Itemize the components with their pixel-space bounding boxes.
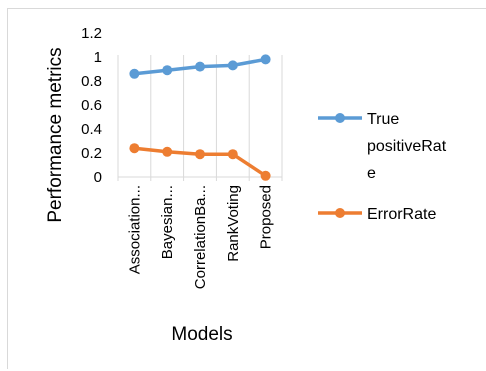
chart-frame-left-border bbox=[7, 8, 8, 369]
x-axis-title: Models bbox=[171, 324, 232, 345]
data-point bbox=[162, 146, 173, 157]
chart-frame-top-border bbox=[7, 8, 486, 9]
x-tick-label: CorrelationBa... bbox=[192, 185, 209, 289]
legend-label: True bbox=[367, 111, 399, 128]
legend-label: positiveRat bbox=[367, 138, 447, 155]
legend-item[interactable]: ErrorRate bbox=[318, 206, 436, 223]
y-tick-label: 0.6 bbox=[81, 97, 102, 114]
vertical-gridlines bbox=[117, 55, 283, 181]
data-point bbox=[260, 54, 271, 65]
series-layer bbox=[129, 54, 271, 181]
series-1 bbox=[129, 54, 271, 79]
data-point bbox=[227, 60, 238, 71]
x-tick-label: Association... bbox=[126, 185, 143, 274]
x-tick-label: RankVoting bbox=[225, 185, 242, 262]
x-axis-tick-labels: Association... Bayesian... CorrelationBa..… bbox=[126, 185, 274, 289]
data-point bbox=[162, 65, 173, 76]
legend-label: e bbox=[367, 165, 376, 182]
legend[interactable]: True positiveRat e ErrorRate bbox=[318, 111, 447, 223]
y-axis-tick-labels: 0 0.2 0.4 0.6 0.8 1 1.2 bbox=[81, 25, 102, 186]
legend-item[interactable]: True positiveRat e bbox=[318, 111, 447, 182]
y-tick-label: 0.2 bbox=[81, 145, 102, 162]
data-point bbox=[129, 68, 140, 79]
y-tick-label: 0.8 bbox=[81, 73, 102, 90]
legend-marker bbox=[335, 208, 345, 218]
y-axis-title: Performance metrics bbox=[45, 47, 66, 222]
y-tick-label: 0.4 bbox=[81, 121, 102, 138]
data-point bbox=[129, 143, 140, 154]
series-2 bbox=[129, 143, 271, 181]
data-point bbox=[195, 61, 205, 72]
legend-marker bbox=[335, 113, 345, 123]
legend-label: ErrorRate bbox=[367, 206, 436, 223]
y-tick-label: 0 bbox=[94, 169, 102, 186]
y-tick-label: 1 bbox=[94, 49, 102, 66]
x-tick-label: Bayesian... bbox=[159, 185, 176, 259]
data-point bbox=[260, 170, 271, 181]
data-point bbox=[227, 149, 238, 160]
data-point bbox=[195, 149, 205, 160]
y-tick-label: 1.2 bbox=[81, 25, 102, 42]
x-tick-label: Proposed bbox=[258, 185, 275, 249]
